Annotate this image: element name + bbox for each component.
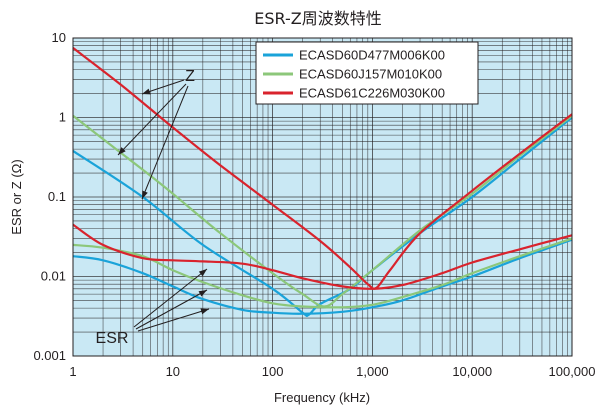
esr-line-series-3 [72, 223, 573, 290]
x-tick-labels: 1 10 100 1,000 10,000 100,000 [69, 364, 595, 379]
legend: ECASD60D477M006K00 ECASD60J157M010K00 ECAS… [255, 41, 479, 105]
z-line-series-3 [72, 47, 573, 290]
x-tick-label: 1,000 [356, 364, 389, 379]
annotations: Z ESR [96, 68, 210, 347]
legend-label: ECASD61C226M030K00 [299, 86, 445, 101]
y-tick-label: 0.01 [41, 269, 66, 284]
z-arrow-head [142, 190, 148, 199]
y-tick-label: 0.001 [33, 348, 66, 363]
y-tick-label: 0.1 [48, 189, 66, 204]
esr-arrow-head [198, 290, 207, 297]
y-axis-label: ESR or Z (Ω) [9, 159, 24, 234]
annotation-z: Z [185, 68, 195, 85]
series-lines [72, 47, 573, 318]
z-line-series-2 [72, 114, 573, 308]
legend-label: ECASD60D477M006K00 [299, 48, 445, 63]
esr-arrow-head [200, 308, 209, 315]
esr-arrow [137, 308, 210, 332]
esr-arrow [135, 289, 208, 330]
x-tick-label: 10,000 [452, 364, 492, 379]
x-tick-label: 10 [166, 364, 180, 379]
y-tick-label: 10 [52, 30, 66, 45]
esr-arrow [133, 268, 208, 328]
z-arrow [141, 85, 189, 200]
x-tick-label: 100,000 [549, 364, 596, 379]
y-tick-label: 1 [59, 110, 66, 125]
x-axis-label: Frequency (kHz) [274, 390, 370, 405]
esr-arrow-head [198, 269, 207, 277]
z-arrow-head [118, 147, 126, 155]
legend-label: ECASD60J157M010K00 [299, 67, 442, 82]
x-tick-label: 1 [69, 364, 76, 379]
plot-frame [72, 37, 573, 357]
z-arrow-head [142, 88, 151, 95]
z-line-series-1 [72, 116, 573, 318]
x-tick-label: 100 [262, 364, 284, 379]
y-tick-labels: 10 1 0.1 0.01 0.001 [33, 30, 66, 363]
chart-title: ESR-Z周波数特性 [254, 9, 381, 28]
z-arrow [117, 83, 187, 156]
annotation-esr: ESR [96, 330, 129, 347]
